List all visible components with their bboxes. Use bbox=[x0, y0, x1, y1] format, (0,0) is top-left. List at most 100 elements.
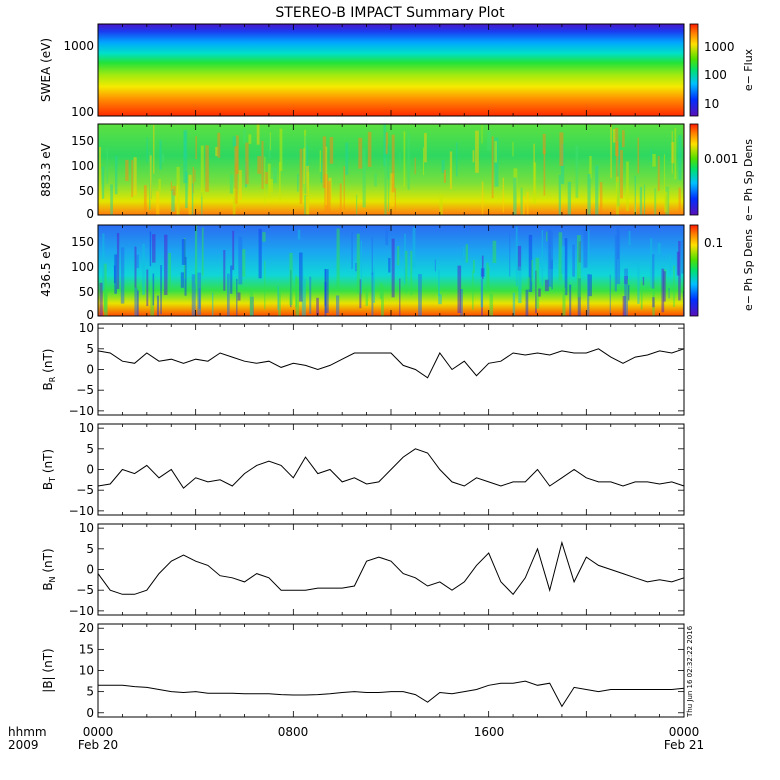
spectrogram-texture bbox=[583, 229, 588, 268]
bt-ytick-label: 0 bbox=[86, 463, 94, 477]
spectrogram-texture bbox=[520, 187, 523, 215]
spectrogram-texture bbox=[362, 148, 366, 208]
spectrogram-texture bbox=[671, 142, 675, 164]
spectrogram-texture bbox=[223, 250, 226, 291]
spectrogram-texture bbox=[324, 268, 326, 306]
spectrogram-texture bbox=[135, 254, 139, 269]
bn-ytick-label: 10 bbox=[79, 521, 94, 535]
spectrogram-texture bbox=[404, 233, 406, 284]
spectrogram-texture bbox=[232, 188, 236, 215]
spectrogram-texture bbox=[613, 128, 616, 143]
bn-ytick-label: −5 bbox=[76, 583, 94, 597]
spectrogram-texture bbox=[388, 257, 391, 273]
spectrogram-texture bbox=[544, 279, 549, 292]
timestamp: Thu Jun 16 02:32:22 2016 bbox=[686, 625, 694, 718]
spectrogram-texture bbox=[264, 260, 266, 310]
spectrogram-texture bbox=[120, 247, 125, 304]
spectrogram-texture bbox=[149, 155, 152, 201]
br-frame bbox=[97, 323, 685, 416]
spectrogram-texture bbox=[399, 152, 401, 171]
spectrogram-texture bbox=[238, 170, 242, 200]
spectrogram-texture bbox=[652, 154, 656, 167]
spectrogram-texture bbox=[673, 265, 675, 308]
spectrogram-texture bbox=[599, 182, 603, 213]
panel-bn: 10 5 0 −5 −10 BN (nT) bbox=[41, 521, 685, 618]
spectrogram-texture bbox=[472, 270, 474, 310]
plot-title: STEREO-B IMPACT Summary Plot bbox=[275, 5, 505, 21]
spectrogram-texture bbox=[678, 240, 681, 301]
spectrogram-texture bbox=[488, 267, 490, 292]
spectrogram-texture bbox=[657, 155, 660, 191]
br-ytick-label: 10 bbox=[79, 321, 94, 335]
spectrogram-texture bbox=[230, 265, 233, 294]
spectrogram-texture bbox=[264, 156, 266, 205]
spectrogram-texture bbox=[229, 174, 234, 194]
bmag-ytick-label: 10 bbox=[79, 664, 94, 678]
spectrogram-texture bbox=[131, 160, 134, 198]
spectrogram-texture bbox=[278, 288, 281, 316]
spectrogram-texture bbox=[243, 128, 246, 144]
time-axis-hhmm: hhmm bbox=[8, 725, 47, 739]
spectrogram-texture bbox=[619, 150, 623, 199]
spectrogram-texture bbox=[184, 256, 187, 296]
spectrogram-texture bbox=[191, 274, 196, 316]
spectrogram-texture bbox=[262, 232, 266, 242]
bt-ytick-label: 5 bbox=[86, 442, 94, 456]
spectrogram-texture bbox=[628, 230, 631, 245]
bn-ytick-label: −10 bbox=[69, 604, 94, 618]
spectrogram-texture bbox=[621, 130, 625, 148]
spectrogram-texture bbox=[657, 243, 661, 254]
spectrogram-texture bbox=[616, 226, 621, 285]
spectrogram-texture bbox=[654, 188, 657, 215]
swea-colorbar-tick: 1000 bbox=[704, 40, 735, 54]
spectrogram-texture bbox=[564, 238, 568, 296]
spectrogram-texture bbox=[575, 145, 579, 198]
spectrogram-texture bbox=[232, 230, 235, 270]
spectrogram-texture bbox=[371, 272, 374, 316]
spectrogram-texture bbox=[486, 262, 489, 288]
swea-colorbar-tick: 100 bbox=[704, 68, 727, 82]
bn-ylabel: BN (nT) bbox=[41, 548, 57, 590]
spectrogram-texture bbox=[403, 131, 406, 188]
br-ytick-label: 5 bbox=[86, 342, 94, 356]
spectrogram-texture bbox=[171, 189, 175, 212]
spectrogram-texture bbox=[546, 231, 548, 242]
pad883-ytick: 50 bbox=[79, 184, 94, 198]
spectrogram-texture bbox=[329, 136, 334, 164]
spectrogram-texture bbox=[663, 154, 665, 192]
spectrogram-texture bbox=[515, 226, 518, 287]
spectrogram-texture bbox=[110, 184, 113, 215]
spectrogram-texture bbox=[494, 141, 498, 163]
spectrogram-texture bbox=[387, 165, 390, 212]
spectrogram-texture bbox=[241, 249, 246, 277]
bt-ytick-label: −10 bbox=[69, 504, 94, 518]
spectrogram-texture bbox=[194, 225, 198, 285]
spectrogram-texture bbox=[577, 235, 581, 298]
pad436-ytick: 150 bbox=[71, 235, 94, 249]
spectrogram-texture bbox=[443, 169, 446, 183]
spectrogram-texture bbox=[176, 166, 180, 215]
spectrogram-texture bbox=[295, 277, 300, 316]
spectrogram-texture bbox=[320, 161, 323, 183]
pad883-ytick: 100 bbox=[71, 159, 94, 173]
spectrogram-texture bbox=[652, 254, 655, 289]
pad436-ylabel: 436.5 eV bbox=[39, 242, 53, 297]
spectrogram-texture bbox=[634, 175, 636, 215]
spectrogram-texture bbox=[172, 185, 176, 196]
spectrogram-texture bbox=[422, 147, 425, 176]
spectrogram-texture bbox=[668, 287, 670, 299]
spectrogram-texture bbox=[201, 192, 203, 215]
spectrogram-texture bbox=[134, 246, 137, 288]
spectrogram-texture bbox=[438, 294, 442, 305]
spectrogram-texture bbox=[626, 161, 629, 212]
spectrogram-texture bbox=[168, 252, 171, 293]
spectrogram-texture bbox=[195, 136, 197, 160]
spectrogram-texture bbox=[610, 124, 612, 179]
spectrogram-texture bbox=[156, 295, 160, 316]
pad436-ytick: 100 bbox=[71, 260, 94, 274]
spectrogram-texture bbox=[99, 146, 102, 201]
swea-ytick: 100 bbox=[71, 105, 94, 119]
swea-colorbar-label: e− Flux bbox=[742, 48, 755, 91]
spectrogram-texture bbox=[299, 252, 303, 302]
spectrogram-texture bbox=[457, 265, 462, 313]
